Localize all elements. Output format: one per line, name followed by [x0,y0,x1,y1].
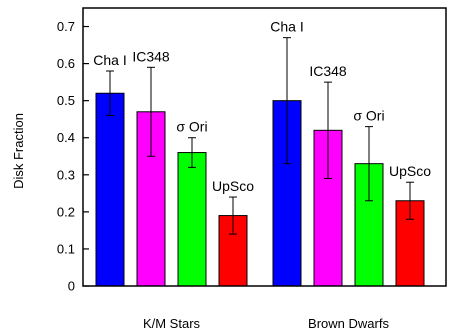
group-label: Brown Dwarfs [308,316,389,331]
y-tick-label: 0.1 [57,241,75,256]
y-tick-label: 0.2 [57,204,75,219]
y-axis-ticks: 0 0.1 0.2 0.3 0.4 0.5 0.6 0.7 [57,19,89,294]
bar-labels-layer: Cha I IC348 σ Ori UpSco Cha I IC348 σ Ori UpSco [93,19,431,194]
y-axis-title: Disk Fraction [11,113,26,189]
plot-frame [82,7,447,287]
bar [95,92,125,287]
bar [177,152,207,287]
y-tick-label: 0.3 [57,167,75,182]
y-tick-label: 0.7 [57,19,75,34]
bar-label: σ Ori [176,119,207,135]
bar-label: σ Ori [353,108,384,124]
y-tick-label: 0 [68,279,75,294]
bar-label: UpSco [389,163,431,179]
bar-label: UpSco [212,178,254,194]
bar-label: IC348 [132,48,170,64]
y-tick-label: 0.5 [57,93,75,108]
bar-label: Cha I [270,19,303,35]
group-label: K/M Stars [143,316,201,331]
error-bars-layer [106,37,414,235]
y-tick-label: 0.4 [57,130,75,145]
bar-label: Cha I [93,52,126,68]
bar-label: IC348 [309,63,347,79]
group-labels-layer: K/M Stars Brown Dwarfs [143,316,389,331]
y-tick-label: 0.6 [57,56,75,71]
